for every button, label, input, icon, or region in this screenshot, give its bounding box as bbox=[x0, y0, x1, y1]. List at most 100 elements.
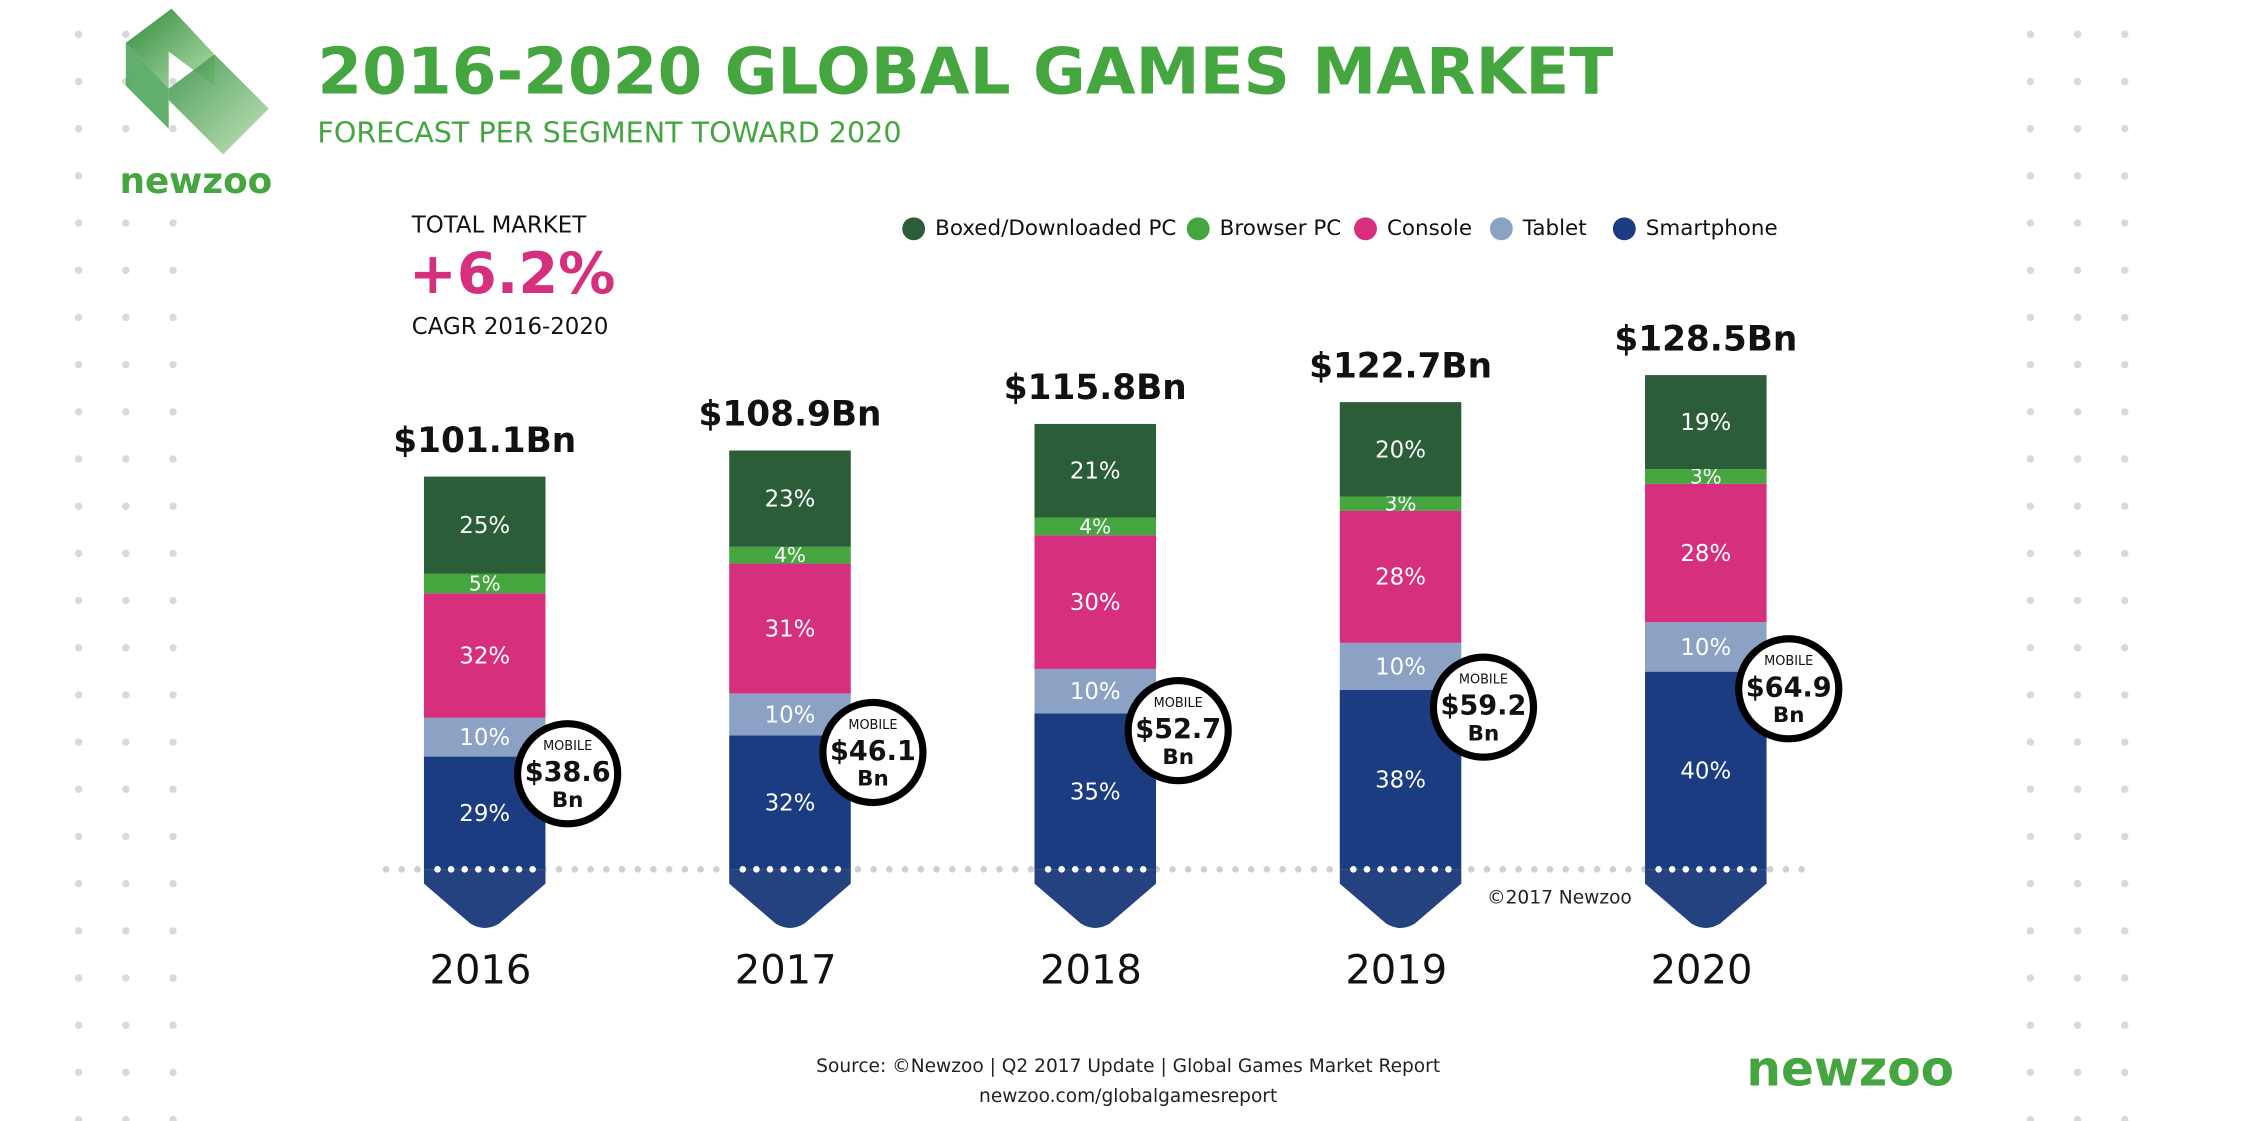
dot bbox=[2121, 502, 2129, 510]
baseline-dot bbox=[854, 866, 862, 873]
baseline-dot bbox=[917, 866, 925, 873]
dot bbox=[2073, 1068, 2082, 1077]
copyright: ©2017 Newzoo bbox=[1487, 887, 1632, 908]
dot bbox=[2026, 1068, 2035, 1077]
dot bbox=[2121, 596, 2129, 605]
dot bbox=[2026, 455, 2035, 463]
baseline-dot bbox=[870, 866, 877, 873]
baseline-dot bbox=[1696, 866, 1703, 873]
dot bbox=[2073, 172, 2082, 180]
dot bbox=[2121, 738, 2129, 746]
dot bbox=[169, 455, 177, 463]
dot bbox=[2073, 1021, 2082, 1029]
baseline-dot bbox=[1326, 866, 1334, 873]
total-label: $108.9Bn bbox=[699, 395, 882, 435]
dot bbox=[2026, 502, 2035, 510]
segment-label: 32% bbox=[459, 643, 510, 669]
dot bbox=[2121, 1068, 2129, 1077]
bar-segment bbox=[729, 563, 851, 694]
baseline-dot bbox=[807, 866, 815, 873]
baseline-dot bbox=[1071, 866, 1079, 873]
dot bbox=[2121, 1115, 2129, 1121]
dot bbox=[122, 124, 130, 133]
dot bbox=[2121, 974, 2129, 982]
dot bbox=[2073, 974, 2082, 982]
baseline-dot bbox=[1099, 866, 1106, 873]
dot bbox=[2121, 30, 2129, 39]
dot bbox=[2026, 738, 2035, 746]
dot bbox=[122, 1068, 130, 1077]
baseline-dot bbox=[1798, 866, 1805, 873]
segment-label: 38% bbox=[1375, 768, 1426, 794]
bar-segment bbox=[1034, 423, 1157, 518]
segment-label: 21% bbox=[1070, 459, 1121, 485]
dot bbox=[2026, 266, 2035, 274]
chart-subtitle: FORECAST PER SEGMENT TOWARD 2020 bbox=[317, 115, 901, 149]
mobile-unit: Bn bbox=[857, 767, 889, 792]
dot bbox=[2073, 313, 2082, 322]
dot bbox=[122, 738, 130, 746]
dot bbox=[2073, 124, 2082, 133]
baseline-dot bbox=[697, 866, 704, 873]
baseline-dot bbox=[1404, 866, 1411, 873]
baseline-dot bbox=[1736, 866, 1744, 873]
x-tick-label: 2017 bbox=[735, 947, 837, 993]
legend-marker bbox=[1489, 217, 1513, 241]
segment-label: 10% bbox=[1070, 679, 1121, 705]
baseline-dot bbox=[1377, 866, 1384, 873]
dot bbox=[74, 974, 83, 982]
x-tick-label: 2019 bbox=[1345, 947, 1447, 993]
baseline-dot bbox=[980, 866, 988, 873]
dot bbox=[122, 1115, 130, 1121]
baseline-dot bbox=[515, 866, 523, 873]
dot bbox=[74, 1021, 83, 1029]
segment-label: 25% bbox=[459, 513, 510, 539]
bar-segment bbox=[1034, 535, 1157, 669]
baseline-dot bbox=[414, 866, 421, 873]
dot bbox=[122, 596, 130, 605]
dot bbox=[2073, 644, 2082, 652]
dot bbox=[2121, 455, 2129, 463]
dot bbox=[74, 408, 83, 416]
mobile-value: $59.2 bbox=[1441, 691, 1527, 722]
segment-label: 40% bbox=[1680, 758, 1731, 784]
baseline-dot bbox=[681, 866, 689, 873]
dot bbox=[74, 124, 83, 133]
dot bbox=[74, 172, 83, 180]
baseline-dot bbox=[1232, 866, 1239, 873]
baseline-dot bbox=[1169, 866, 1176, 873]
segment-label: 31% bbox=[765, 616, 816, 642]
dot bbox=[2121, 691, 2129, 699]
dot bbox=[2073, 502, 2082, 510]
mobile-value: $52.7 bbox=[1135, 714, 1221, 745]
baseline-dot bbox=[650, 866, 657, 873]
baseline-dot bbox=[1530, 866, 1538, 873]
mobile-value: $64.9 bbox=[1746, 672, 1832, 703]
dot bbox=[2026, 691, 2035, 699]
bar-segment bbox=[423, 573, 546, 594]
baseline-dot bbox=[1310, 866, 1318, 873]
url: newzoo.com/globalgamesreport bbox=[979, 1086, 1277, 1107]
dot bbox=[74, 266, 83, 274]
dot bbox=[2121, 360, 2129, 369]
total-label: $115.8Bn bbox=[1004, 368, 1187, 408]
baseline-dot bbox=[1546, 866, 1554, 873]
dot bbox=[74, 879, 83, 888]
dot bbox=[122, 408, 130, 416]
baseline-dot bbox=[1139, 866, 1147, 873]
baseline-dot bbox=[1723, 866, 1730, 873]
dot bbox=[2121, 644, 2129, 652]
baseline-dot bbox=[1027, 866, 1035, 873]
dot bbox=[2121, 879, 2129, 888]
mobile-badge bbox=[1124, 676, 1232, 785]
segment-label: 20% bbox=[1375, 437, 1426, 463]
dot bbox=[2073, 455, 2082, 463]
dot bbox=[2026, 360, 2035, 369]
dot bbox=[2121, 832, 2129, 841]
baseline-dot bbox=[1350, 866, 1357, 873]
dot bbox=[74, 644, 83, 652]
bar-segment bbox=[423, 476, 546, 574]
cagr-value: +6.2% bbox=[409, 241, 616, 307]
segment-label: 5% bbox=[469, 571, 501, 595]
